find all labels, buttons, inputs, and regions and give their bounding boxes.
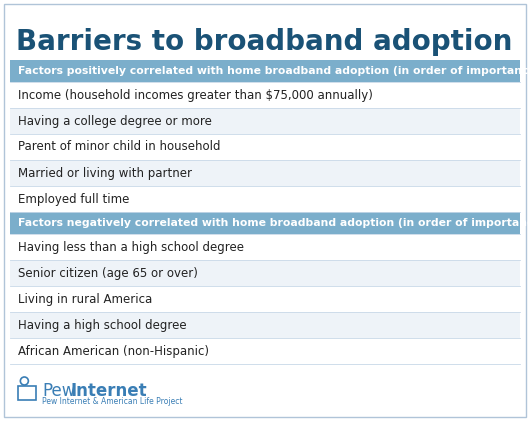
Bar xyxy=(10,260,520,286)
Text: Factors negatively correlated with home broadband adoption (in order of importan: Factors negatively correlated with home … xyxy=(18,218,530,228)
Text: Having less than a high school degree: Having less than a high school degree xyxy=(18,240,244,253)
Text: Having a college degree or more: Having a college degree or more xyxy=(18,115,212,128)
Text: Employed full time: Employed full time xyxy=(18,192,129,205)
Text: Living in rural America: Living in rural America xyxy=(18,293,152,306)
Bar xyxy=(10,108,520,134)
Bar xyxy=(10,312,520,338)
Bar xyxy=(10,60,520,82)
Bar xyxy=(10,134,520,160)
Text: Pew: Pew xyxy=(42,382,75,400)
Bar xyxy=(18,386,36,400)
Bar xyxy=(10,212,520,234)
Text: Having a high school degree: Having a high school degree xyxy=(18,319,187,331)
Bar xyxy=(10,234,520,260)
Text: Pew Internet & American Life Project: Pew Internet & American Life Project xyxy=(42,397,182,406)
Text: Parent of minor child in household: Parent of minor child in household xyxy=(18,141,220,154)
Text: Barriers to broadband adoption: Barriers to broadband adoption xyxy=(16,28,513,56)
Bar xyxy=(10,82,520,108)
Bar xyxy=(10,160,520,186)
Text: African American (non-Hispanic): African American (non-Hispanic) xyxy=(18,344,209,357)
Bar xyxy=(10,286,520,312)
Bar xyxy=(10,186,520,212)
Text: Married or living with partner: Married or living with partner xyxy=(18,166,192,179)
Text: Income (household incomes greater than $75,000 annually): Income (household incomes greater than $… xyxy=(18,88,373,101)
Text: Internet: Internet xyxy=(70,382,147,400)
Text: Factors positively correlated with home broadband adoption (in order of importan: Factors positively correlated with home … xyxy=(18,66,530,76)
Text: Senior citizen (age 65 or over): Senior citizen (age 65 or over) xyxy=(18,266,198,280)
Bar xyxy=(10,338,520,364)
